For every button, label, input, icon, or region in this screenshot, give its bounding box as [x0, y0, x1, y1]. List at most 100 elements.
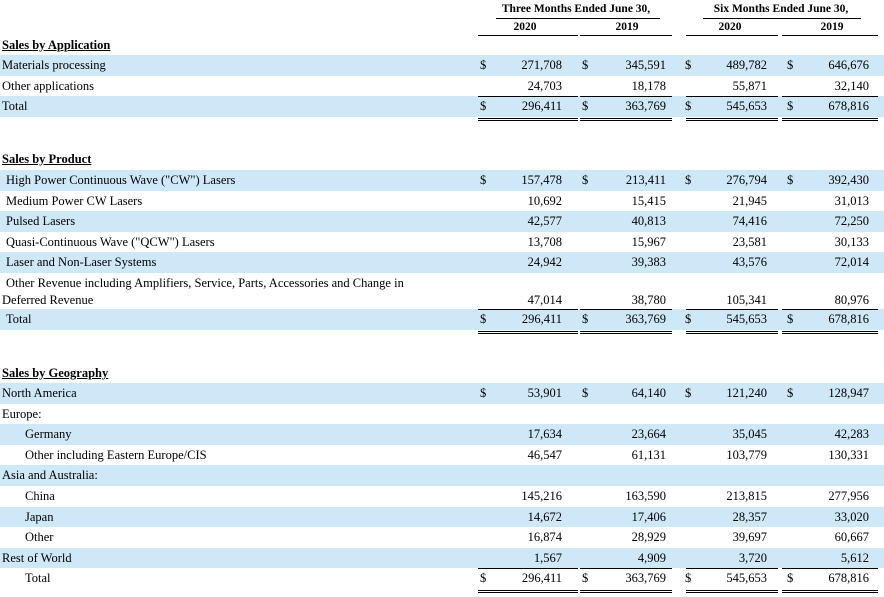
- subtotal-rule: [686, 309, 778, 310]
- row-label: Materials processing: [2, 58, 106, 72]
- total-double-rule: [686, 117, 778, 121]
- row-label: North America: [2, 386, 77, 400]
- cell-value: 21,945: [732, 193, 767, 208]
- row-label: Europe:: [2, 406, 42, 421]
- total-double-rule: [580, 117, 672, 121]
- row-label: Other Revenue including Amplifiers, Serv…: [6, 276, 404, 290]
- currency-symbol: $: [685, 312, 692, 326]
- cell-value: 545,653: [726, 312, 767, 326]
- cell-value: 5,612: [840, 550, 869, 565]
- subtotal-rule: [580, 96, 672, 98]
- row-label: Japan: [25, 509, 54, 524]
- cell-value: 105,341: [726, 293, 767, 307]
- header-year: 2019: [615, 21, 639, 33]
- subtotal-rule: [478, 96, 578, 98]
- cell-value: 276,794: [726, 173, 767, 187]
- cell-value: 363,769: [625, 99, 666, 114]
- cell-value: 545,653: [726, 99, 767, 114]
- table-row: Other applications 24,703 18,178 55,871 32,1…: [0, 76, 884, 97]
- row-label: Other including Eastern Europe/CIS: [25, 447, 207, 462]
- cell-value: 30,133: [834, 234, 869, 249]
- total-double-rule: [686, 590, 778, 593]
- currency-symbol: $: [685, 386, 692, 400]
- cell-value: 296,411: [521, 312, 562, 326]
- cell-value: 296,411: [521, 571, 562, 586]
- total-double-rule: [580, 590, 672, 593]
- table-row: North America $53,901 $64,140 $121,240 $128,…: [0, 383, 884, 404]
- cell-value: 130,331: [828, 447, 869, 462]
- header-six-months: Six Months Ended June 30,: [713, 3, 849, 15]
- currency-symbol: $: [582, 173, 589, 187]
- cell-value: 3,720: [738, 550, 767, 565]
- cell-value: 16,874: [527, 530, 562, 545]
- row-label: Total: [25, 571, 51, 586]
- total-double-rule: [580, 330, 672, 334]
- subtotal-rule: [782, 568, 878, 570]
- cell-value: 35,045: [732, 427, 767, 442]
- currency-symbol: $: [685, 173, 692, 187]
- currency-symbol: $: [582, 99, 589, 114]
- currency-symbol: $: [685, 58, 692, 72]
- cell-value: 42,283: [834, 427, 869, 442]
- table-row: Asia and Australia:: [0, 465, 884, 486]
- cell-value: 345,591: [625, 58, 666, 72]
- cell-value: 38,780: [631, 293, 666, 307]
- cell-value: 1,567: [533, 550, 562, 565]
- currency-symbol: $: [787, 58, 794, 72]
- cell-value: 163,590: [625, 489, 666, 503]
- cell-value: 39,697: [732, 530, 767, 545]
- row-label: Total: [6, 312, 32, 326]
- cell-value: 145,216: [521, 489, 562, 503]
- table-row: Europe:: [0, 404, 884, 425]
- total-row: Total $296,411 $363,769 $545,653 $678,816: [0, 96, 884, 117]
- cell-value: 39,383: [631, 255, 666, 270]
- header-year: 2019: [820, 21, 844, 33]
- header-year: 2020: [718, 21, 742, 33]
- cell-value: 72,250: [834, 214, 869, 229]
- table-row: Other 16,874 28,929 39,697 60,667: [0, 527, 884, 548]
- currency-symbol: $: [787, 99, 794, 114]
- cell-value: 33,020: [834, 509, 869, 524]
- total-double-rule: [686, 330, 778, 334]
- row-label: Medium Power CW Lasers: [6, 193, 143, 208]
- row-label: Total: [2, 99, 28, 114]
- currency-symbol: $: [787, 386, 794, 400]
- cell-value: 392,430: [828, 173, 869, 187]
- cell-value: 363,769: [625, 571, 666, 586]
- cell-value: 13,708: [527, 234, 562, 249]
- cell-value: 60,667: [834, 530, 869, 545]
- total-double-rule: [478, 590, 578, 593]
- cell-value: 64,140: [631, 386, 666, 400]
- cell-value: 46,547: [527, 447, 562, 462]
- row-label: Germany: [25, 427, 72, 442]
- total-double-rule: [478, 330, 578, 334]
- subtotal-rule: [478, 568, 578, 570]
- subtotal-rule: [686, 96, 778, 98]
- subtotal-rule: [782, 96, 878, 98]
- row-label: Rest of World: [2, 550, 72, 565]
- cell-value: 17,406: [631, 509, 666, 524]
- cell-value: 55,871: [732, 78, 767, 93]
- cell-value: 10,692: [527, 193, 562, 208]
- currency-symbol: $: [787, 173, 794, 187]
- cell-value: 4,909: [637, 550, 666, 565]
- cell-value: 14,672: [527, 509, 562, 524]
- cell-value: 213,815: [726, 489, 767, 503]
- cell-value: 24,942: [527, 255, 562, 270]
- cell-value: 157,478: [521, 173, 562, 187]
- cell-value: 74,416: [732, 214, 767, 229]
- cell-value: 17,634: [527, 427, 562, 442]
- currency-symbol: $: [582, 58, 589, 72]
- cell-value: 646,676: [828, 58, 869, 72]
- subtotal-rule: [580, 309, 672, 310]
- cell-value: 489,782: [726, 58, 767, 72]
- table-row: Medium Power CW Lasers 10,692 15,415 21,945…: [0, 191, 884, 212]
- cell-value: 15,967: [631, 234, 666, 249]
- cell-value: 80,976: [834, 293, 869, 307]
- cell-value: 271,708: [521, 58, 562, 72]
- subtotal-rule: [782, 309, 878, 310]
- cell-value: 678,816: [828, 571, 869, 586]
- table-row: High Power Continuous Wave ("CW") Lasers…: [0, 170, 884, 191]
- cell-value: 32,140: [834, 78, 869, 93]
- cell-value: 128,947: [828, 386, 869, 400]
